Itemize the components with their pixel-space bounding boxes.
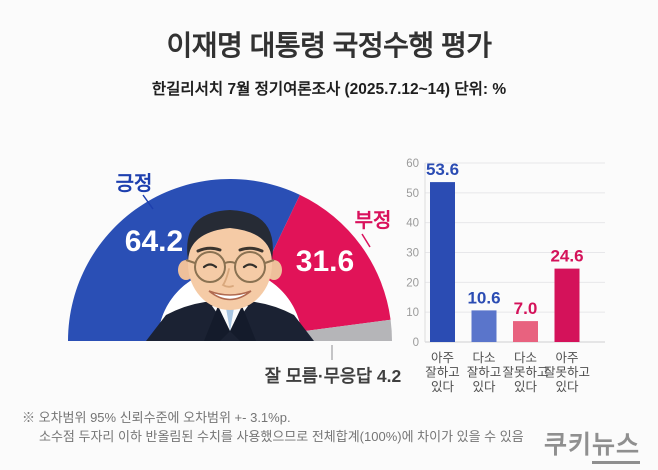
president-photo bbox=[146, 210, 314, 341]
bar-value-0: 53.6 bbox=[426, 160, 459, 179]
positive-callout-line bbox=[142, 194, 154, 210]
bar-1 bbox=[471, 310, 497, 342]
portrait-eyebrow-left bbox=[196, 246, 222, 253]
bar-category-3: 아주 잘못하고 있다 bbox=[544, 351, 590, 394]
y-tick-10: 10 bbox=[406, 307, 419, 319]
bar-value-2: 7.0 bbox=[514, 299, 538, 318]
portrait-hair bbox=[187, 210, 273, 260]
portrait-eye-left bbox=[202, 263, 218, 269]
bar-category-0: 아주 잘하고 있다 bbox=[425, 351, 460, 394]
y-tick-30: 30 bbox=[406, 248, 419, 260]
portrait-eyebrow-right bbox=[238, 246, 264, 253]
portrait-lapel-left bbox=[204, 306, 230, 341]
y-tick-40: 40 bbox=[406, 218, 419, 230]
gauge-label-positive: 긍정 bbox=[116, 172, 153, 195]
y-tick-0: 0 bbox=[413, 337, 419, 349]
portrait-tie bbox=[226, 304, 234, 331]
bar-value-labels: 53.6 10.6 7.0 24.6 bbox=[426, 160, 584, 318]
gauge-segment-2 bbox=[301, 319, 392, 341]
y-tick-60: 60 bbox=[406, 158, 419, 170]
gauge-label-unknown: 잘 모름·무응답 4.2 bbox=[265, 366, 402, 386]
portrait-lapel-right bbox=[230, 306, 256, 341]
bar-category-1: 다소 잘하고 있다 bbox=[467, 351, 502, 394]
negative-callout-line bbox=[361, 233, 371, 248]
gauge-segment-1 bbox=[261, 194, 391, 332]
footnote: ※ 오차범위 95% 신뢰수준에 오차범위 +- 3.1%p. 소수점 두자리 … bbox=[22, 408, 524, 446]
gauge-value-positive: 64.2 bbox=[125, 225, 183, 258]
bar-rects bbox=[430, 182, 580, 342]
bar-y-ticks: 0 10 20 30 40 50 60 bbox=[406, 158, 419, 349]
bar-category-2: 다소 잘못하고 있다 bbox=[502, 351, 548, 394]
kukinews-logo: 쿠키뉴스 bbox=[544, 425, 641, 464]
logo-part-2: 뉴스 bbox=[592, 425, 641, 464]
page-subtitle: 한길리서치 7월 정기여론조사 (2025.7.12~14) 단위: % bbox=[151, 81, 507, 98]
y-tick-20: 20 bbox=[406, 277, 419, 289]
bar-0 bbox=[430, 182, 455, 342]
bar-value-1: 10.6 bbox=[467, 288, 500, 307]
approval-gauge-chart: 긍정 64.2 부정 31.6 잘 모름·무응답 4.2 bbox=[68, 172, 402, 386]
footnote-line-1: ※ 오차범위 95% 신뢰수준에 오차범위 +- 3.1%p. bbox=[22, 410, 291, 425]
gauge-value-negative: 31.6 bbox=[296, 245, 354, 278]
portrait-nose bbox=[221, 268, 234, 288]
y-tick-50: 50 bbox=[406, 188, 419, 200]
bar-value-3: 24.6 bbox=[550, 247, 583, 266]
portrait-face bbox=[188, 218, 272, 310]
page-title: 이재명 대통령 국정수행 평가 bbox=[166, 30, 492, 61]
portrait-eye-right bbox=[242, 263, 258, 269]
portrait-glasses bbox=[185, 251, 275, 283]
portrait-smile bbox=[208, 290, 252, 301]
footnote-line-2: 소수점 두자리 이하 반올림된 수치를 사용했으므로 전체합계(100%)에 차… bbox=[39, 429, 524, 444]
gauge-label-negative: 부정 bbox=[355, 209, 392, 232]
logo-part-1: 쿠키 bbox=[544, 431, 593, 459]
bar-2 bbox=[513, 321, 538, 342]
bar-3 bbox=[554, 268, 580, 342]
